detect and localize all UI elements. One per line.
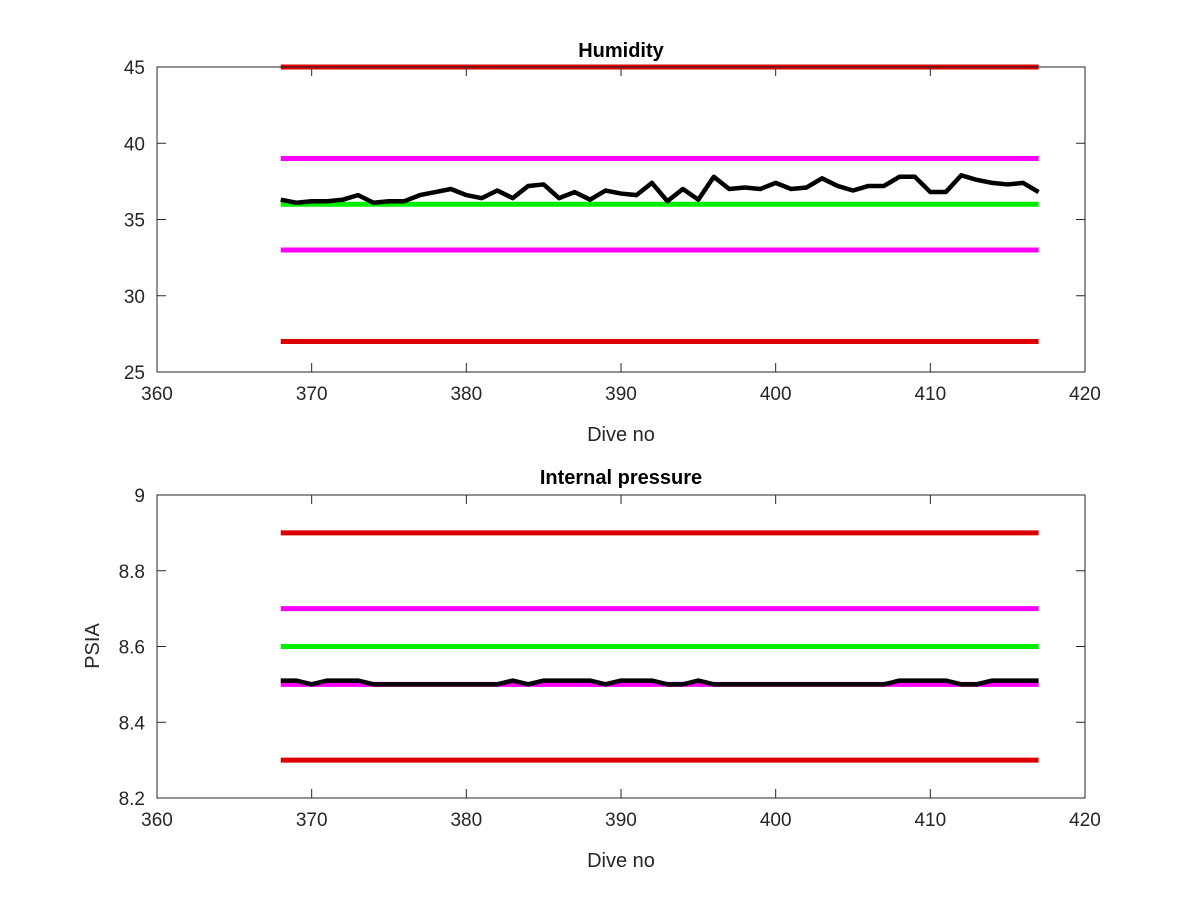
humidity-x-tick-label: 380 [450,384,482,405]
humidity-y-tick-label: 25 [124,363,145,384]
humidity-x-tick-label: 410 [914,384,946,405]
humidity-plot-background [157,67,1085,372]
pressure-x-tick-label: 410 [914,810,946,831]
humidity-y-tick-label: 40 [124,134,145,155]
humidity-x-tick-label: 400 [760,384,792,405]
pressure-x-tick-label: 360 [141,810,173,831]
humidity-x-tick-label: 390 [605,384,637,405]
pressure-y-tick-label: 8.4 [119,713,146,734]
pressure-x-tick-label: 420 [1069,810,1101,831]
humidity-x-tick-label: 420 [1069,384,1101,405]
humidity-tick-layer: 360 370 380 390 400 410 420 25 30 35 40 45 [124,58,1101,405]
pressure-y-tick-label: 8.8 [119,562,145,583]
humidity-x-axis-label: Dive no [587,424,655,446]
humidity-chart: 360 370 380 390 400 410 420 25 30 35 40 45 Humidity… [124,40,1101,446]
humidity-x-tick-label: 360 [141,384,173,405]
pressure-chart: 360 370 380 390 400 410 420 8.2 8.4 8.6 8.8 9 Inter… [82,467,1101,872]
pressure-y-tick-label: 8.6 [119,638,145,659]
pressure-series-layer [280,530,1039,763]
pressure-y-axis-label: PSIA [82,623,104,669]
pressure-x-axis-label: Dive no [587,850,655,872]
pressure-x-tick-label: 400 [760,810,792,831]
humidity-y-tick-label: 45 [124,58,145,79]
pressure-tick-layer: 360 370 380 390 400 410 420 8.2 8.4 8.6 8.8 9 [119,486,1101,831]
humidity-y-tick-label: 30 [124,287,145,308]
humidity-series-0 [280,173,1040,205]
pressure-title: Internal pressure [540,467,702,489]
pressure-y-tick-label: 9 [134,486,145,507]
humidity-y-tick-label: 35 [124,211,145,232]
pressure-series-0 [280,678,1039,687]
pressure-y-tick-label: 8.2 [119,789,145,810]
pressure-x-tick-label: 370 [296,810,328,831]
pressure-x-tick-label: 390 [605,810,637,831]
pressure-x-tick-label: 380 [450,810,482,831]
humidity-x-tick-label: 370 [296,384,328,405]
humidity-title: Humidity [578,40,664,62]
